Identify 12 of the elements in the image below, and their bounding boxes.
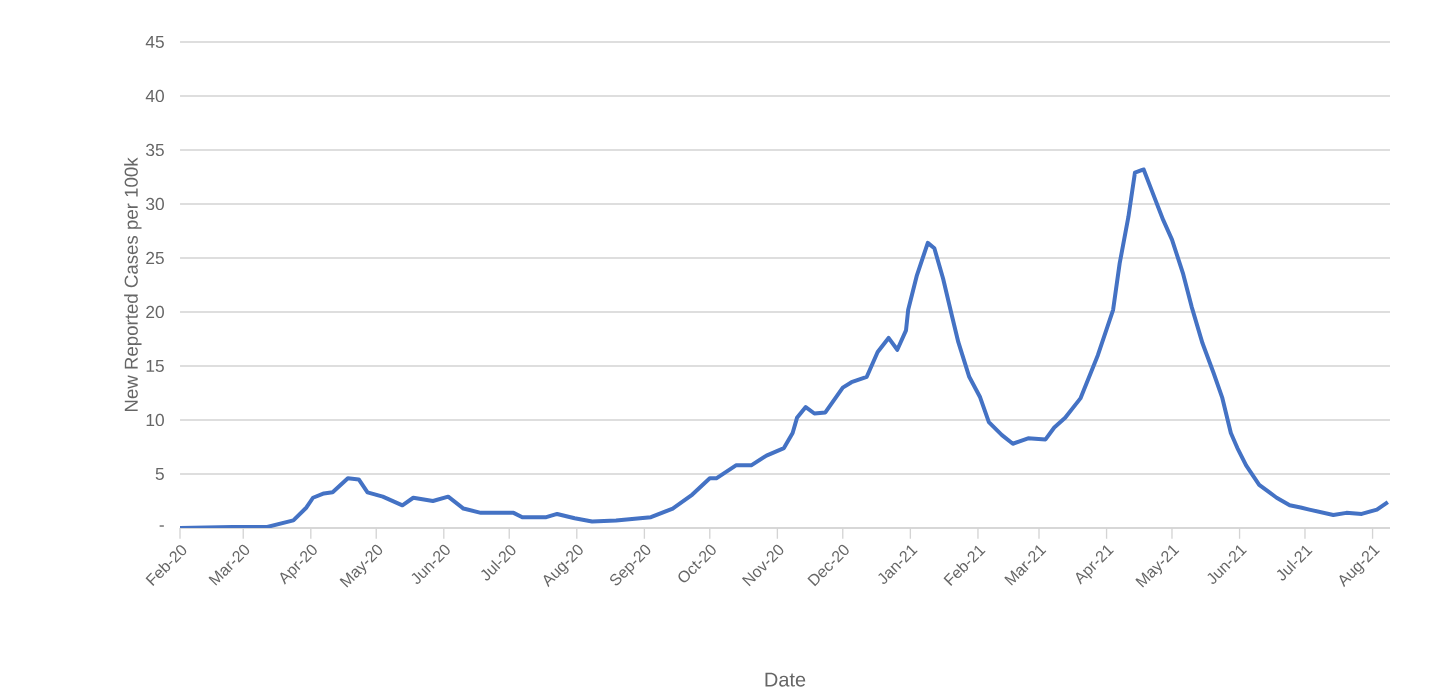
y-tick-label: 40 — [145, 89, 164, 103]
y-tick-label: 25 — [146, 251, 164, 265]
y-tick-label: 45 — [145, 35, 164, 49]
y-axis-title: New Reported Cases per 100k — [124, 157, 142, 412]
y-tick-label: 5 — [155, 467, 164, 481]
y-tick-label: 10 — [146, 413, 164, 427]
y-tick-label: 30 — [146, 197, 164, 211]
y-tick-label: - — [159, 525, 164, 527]
y-tick-label: 20 — [146, 305, 164, 319]
x-axis-title: Date — [765, 672, 806, 687]
y-tick-label: 35 — [146, 143, 164, 157]
y-tick-label: 15 — [146, 359, 164, 373]
